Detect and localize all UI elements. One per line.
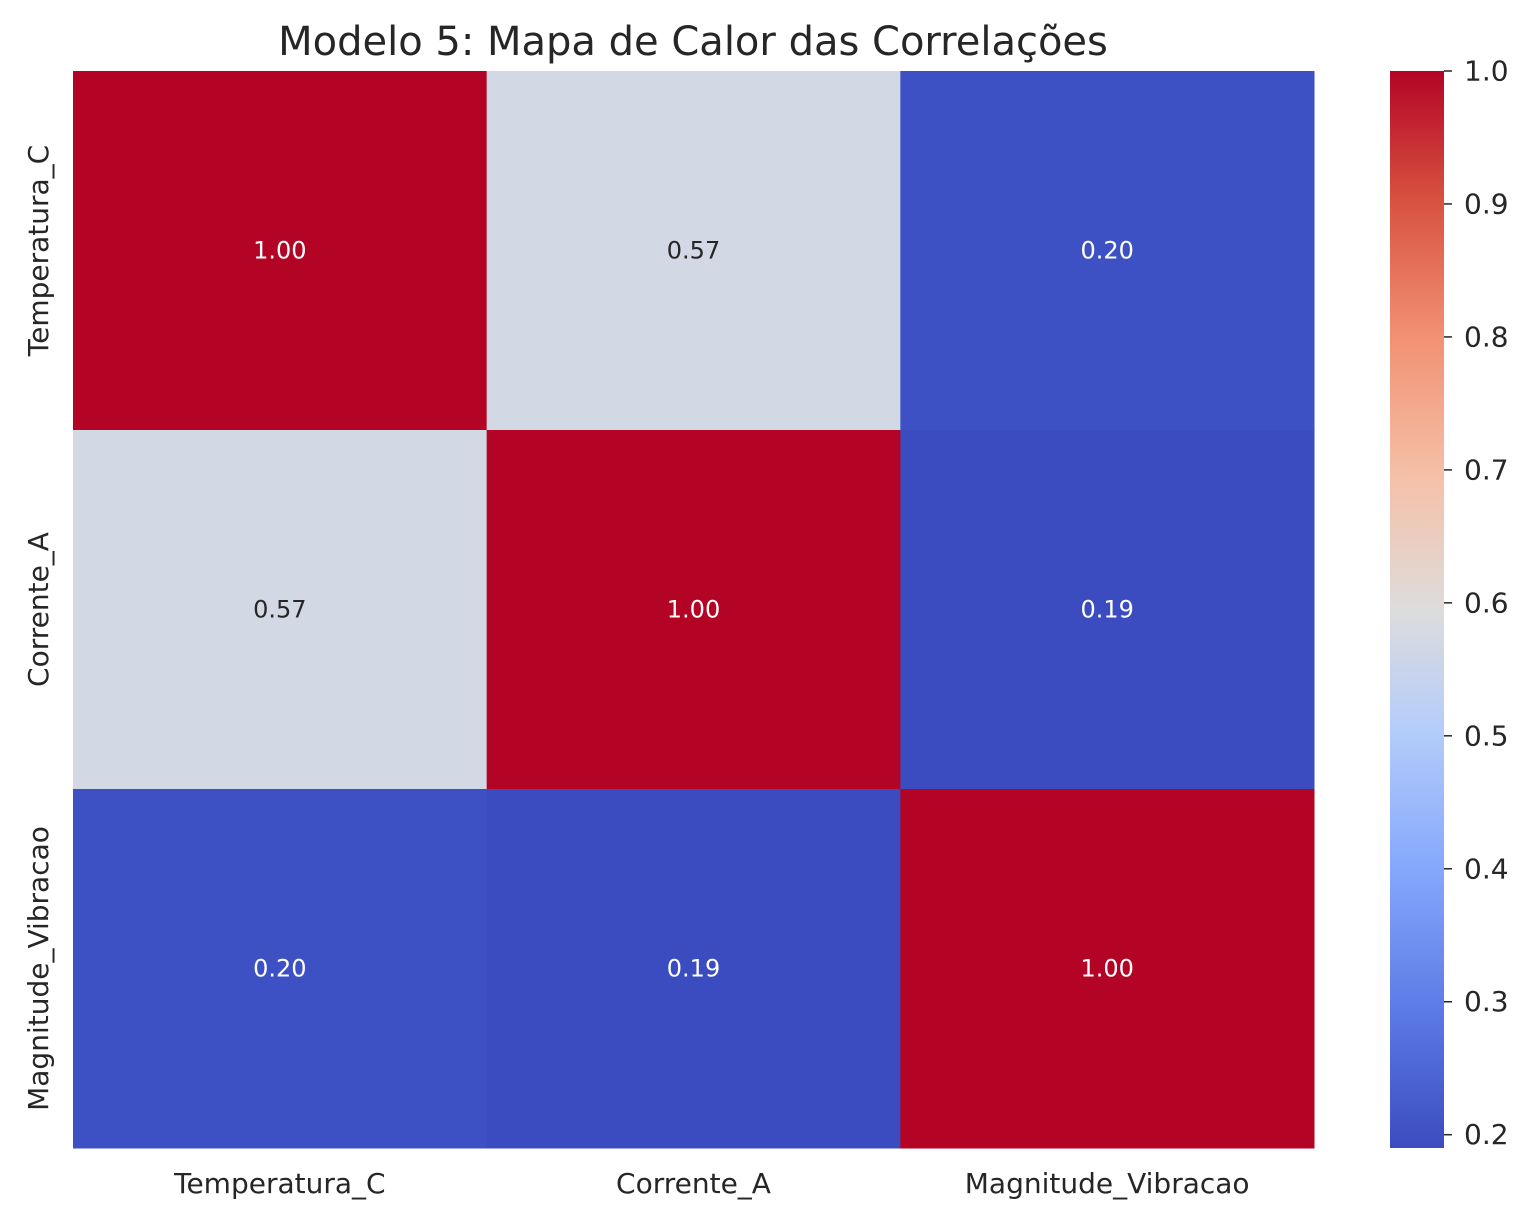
heatmap-cell	[486, 789, 901, 1149]
x-tick-label: Magnitude_Vibracao	[965, 1167, 1250, 1200]
heatmap-cells	[73, 71, 1315, 1149]
heatmap-cell-value: 0.19	[1080, 596, 1133, 624]
heatmap-cell	[486, 430, 901, 790]
colorbar-tick-label: 0.3	[1464, 985, 1509, 1018]
colorbar-tick-label: 0.4	[1464, 852, 1509, 885]
colorbar-ticks: 0.2 0.3 0.4 0.5 0.6 0.7 0.8 0.9 1.0	[1444, 55, 1509, 1151]
heatmap-cell	[900, 71, 1315, 431]
heatmap-cell	[73, 430, 488, 790]
y-tick-label: Corrente_A	[22, 532, 55, 687]
heatmap-cell	[900, 430, 1315, 790]
heatmap-cell-value: 1.00	[667, 596, 720, 624]
heatmap-cell-labels: 1.00 0.57 0.20 0.57 1.00 0.19 0.20 0.19 1.00	[253, 237, 1134, 983]
colorbar-tick-label: 0.7	[1464, 453, 1509, 486]
y-tick-label: Temperatura_C	[22, 145, 55, 357]
heatmap-cell-value: 0.19	[667, 955, 720, 983]
colorbar-tick-label: 0.5	[1464, 719, 1509, 752]
colorbar	[1390, 71, 1444, 1148]
heatmap-cell	[73, 789, 488, 1149]
colorbar-tick-label: 0.9	[1464, 187, 1509, 220]
x-tick-label: Temperatura_C	[173, 1167, 385, 1200]
y-tick-label: Magnitude_Vibracao	[22, 826, 55, 1111]
colorbar-tick-label: 0.8	[1464, 320, 1509, 353]
x-tick-label: Corrente_A	[616, 1167, 771, 1200]
heatmap-cell-value: 0.57	[667, 237, 720, 265]
heatmap-cell	[900, 789, 1315, 1149]
y-axis-tick-labels: Temperatura_C Corrente_A Magnitude_Vibraca…	[22, 145, 55, 1111]
colorbar-tick-label: 0.2	[1464, 1118, 1509, 1151]
x-axis-tick-labels: Temperatura_C Corrente_A Magnitude_Vibraca…	[173, 1167, 1249, 1200]
heatmap-cell-value: 0.57	[253, 596, 306, 624]
heatmap-cell	[73, 71, 488, 431]
colorbar-tick-label: 1.0	[1464, 55, 1509, 88]
heatmap-cell	[486, 71, 901, 431]
heatmap-cell-value: 1.00	[1080, 955, 1133, 983]
heatmap-cell-value: 1.00	[253, 237, 306, 265]
heatmap-cell-value: 0.20	[253, 955, 306, 983]
colorbar-tick-label: 0.6	[1464, 586, 1509, 619]
heatmap-cell-value: 0.20	[1080, 237, 1133, 265]
chart-title: Modelo 5: Mapa de Calor das Correlações	[278, 19, 1108, 65]
